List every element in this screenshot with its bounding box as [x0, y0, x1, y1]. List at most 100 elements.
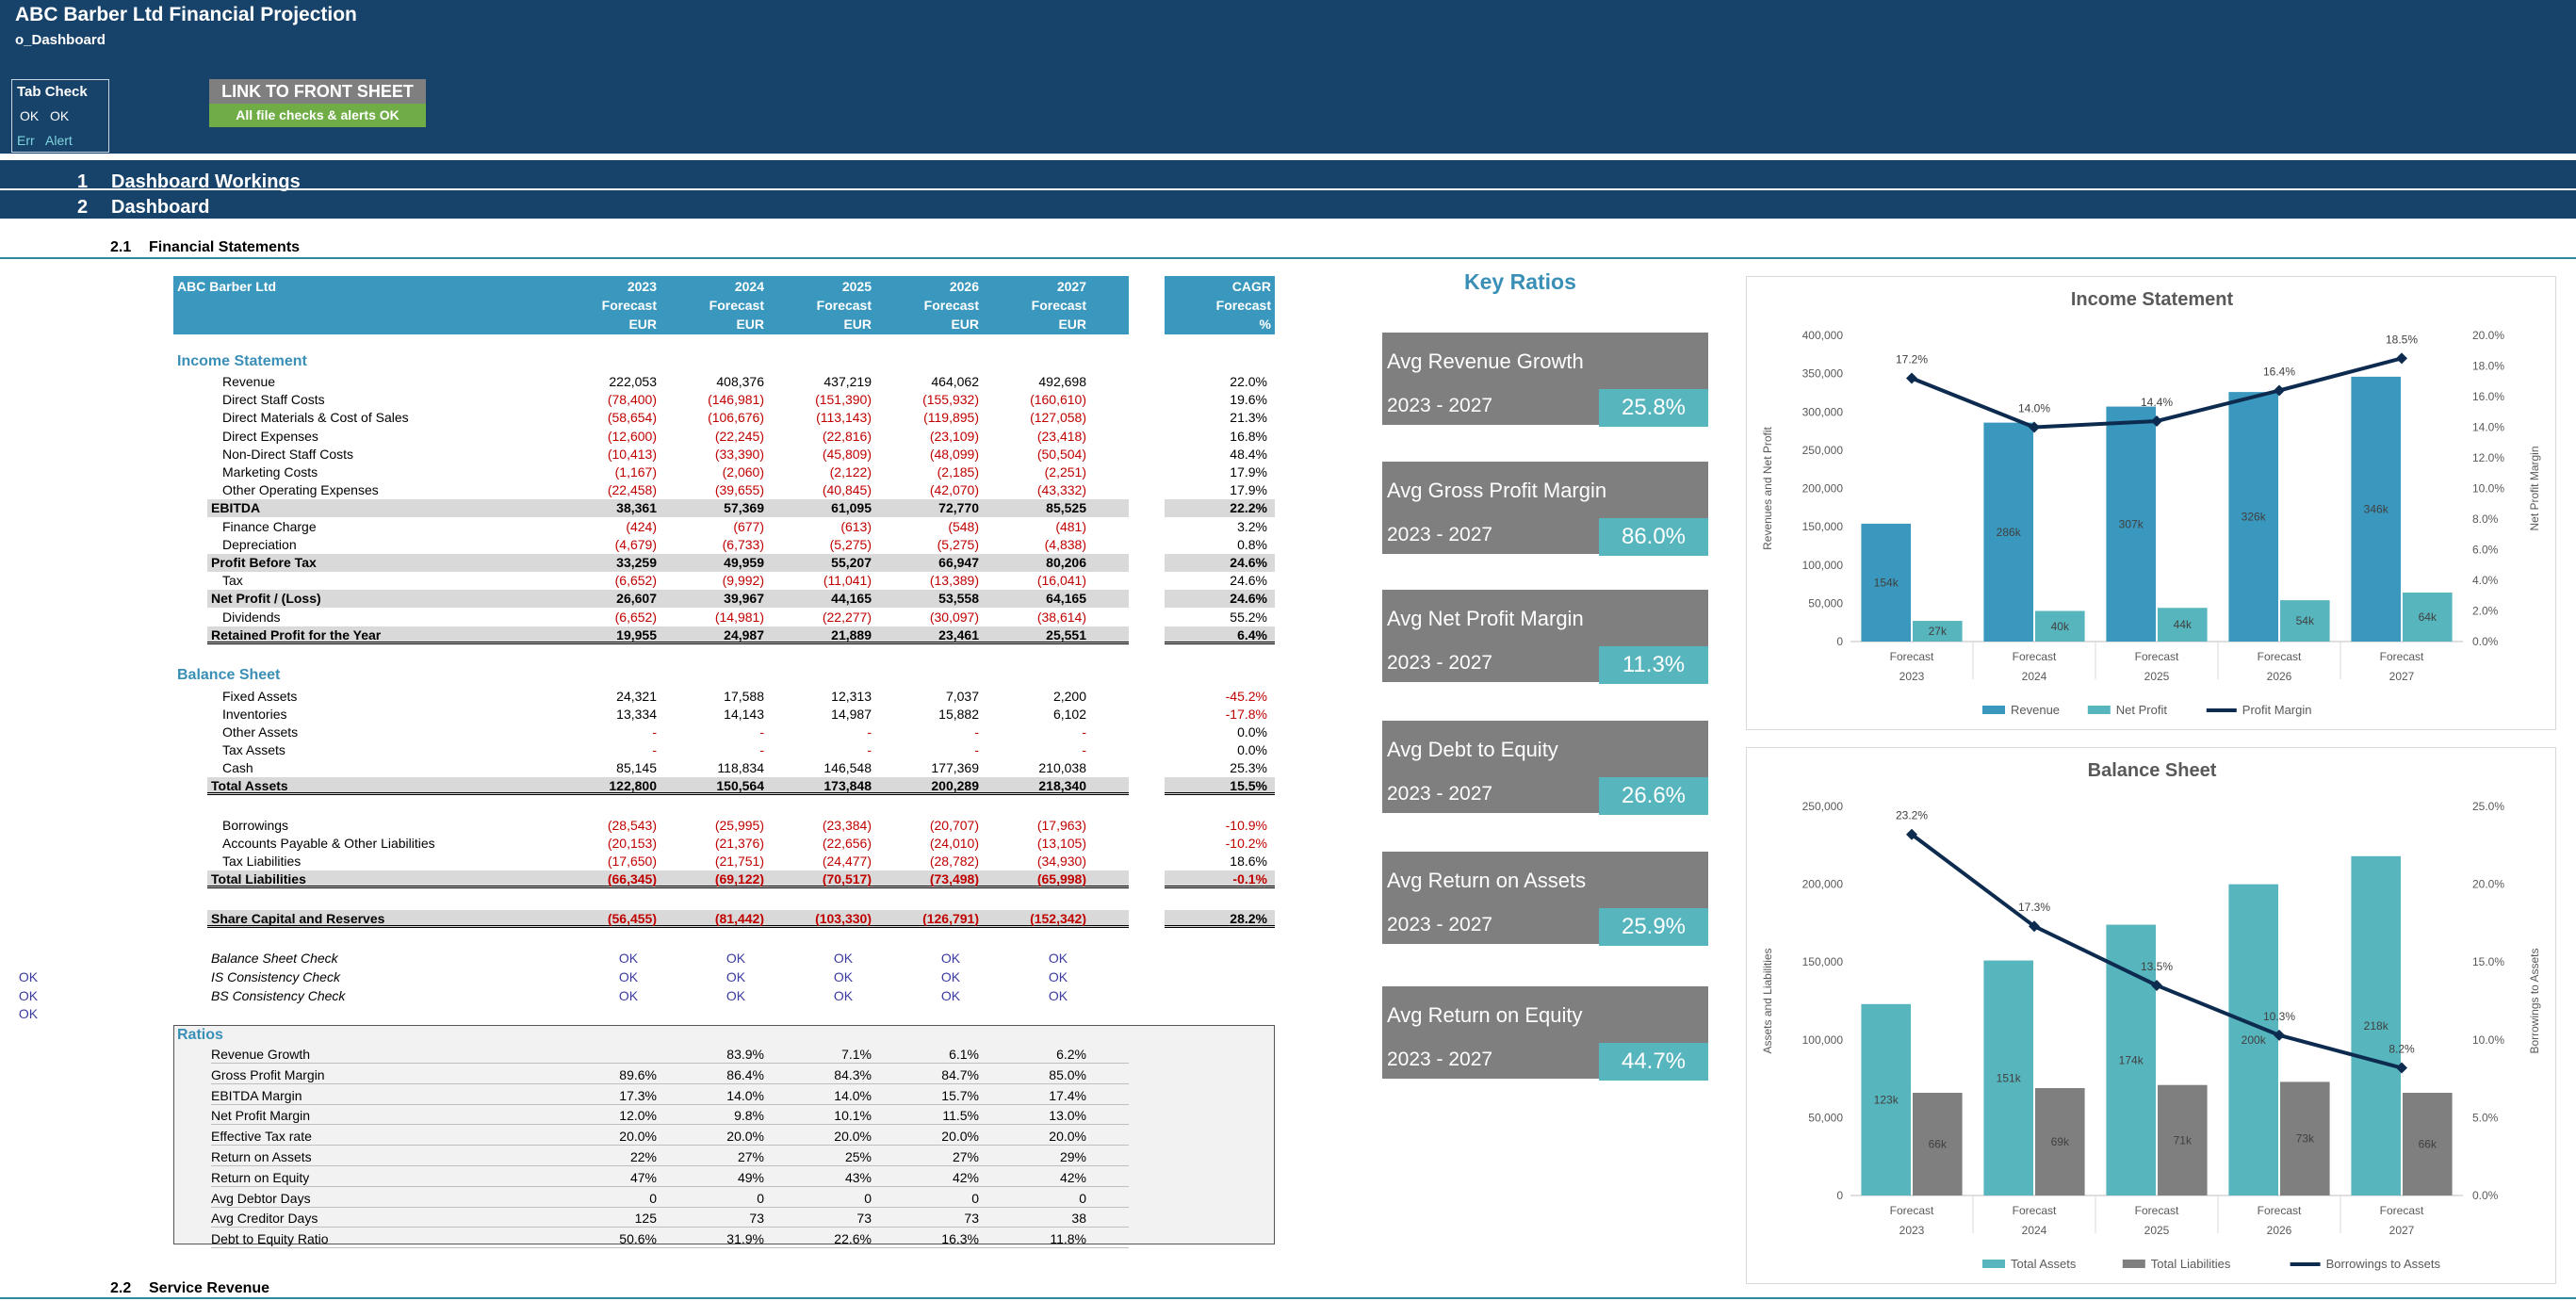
y2-tick-label: 6.0%	[2472, 544, 2499, 557]
key-ratio-period: 2023 - 2027	[1387, 652, 1493, 674]
subsection-2-1-title: Financial Statements	[149, 239, 301, 255]
key-ratio-period: 2023 - 2027	[1387, 914, 1493, 935]
cell-value: (160,610)	[1030, 392, 1086, 408]
currency-header: EUR	[736, 317, 764, 332]
bar-total-assets	[1983, 960, 2033, 1195]
x-tick-label: 2024	[2022, 670, 2047, 683]
cell-value: (70,517)	[822, 871, 872, 886]
check-flag: OK	[18, 988, 39, 1003]
key-ratio-period: 2023 - 2027	[1387, 395, 1493, 416]
ratio-separator	[211, 1103, 1129, 1105]
y2-axis-title: Borrowings to Assets	[2528, 948, 2541, 1053]
line-data-label: 23.2%	[1896, 809, 1928, 822]
check-ok: OK	[726, 951, 746, 966]
ratio-value: 49%	[737, 1169, 764, 1185]
x-tick-label: 2023	[1899, 670, 1925, 683]
cagr-value: -10.2%	[1225, 836, 1267, 851]
cagr-value: -0.1%	[1232, 871, 1267, 886]
x-tick-label: 2027	[2389, 670, 2415, 683]
cell-value: (2,122)	[829, 464, 872, 480]
cell-value: (30,097)	[929, 609, 979, 625]
check-ok: OK	[618, 951, 639, 966]
cell-value: (25,995)	[714, 818, 764, 833]
cell-value: -	[759, 724, 764, 740]
cell-value: (6,733)	[722, 536, 764, 552]
cell-value: (21,376)	[714, 836, 764, 851]
cell-value: 492,698	[1038, 374, 1086, 389]
ratios-panel	[173, 1025, 1275, 1244]
check-ok: OK	[726, 969, 746, 984]
bar-data-label: 69k	[2051, 1135, 2070, 1148]
line-data-label: 17.3%	[2018, 901, 2050, 914]
cagr-value: -10.9%	[1225, 818, 1267, 833]
y-tick-label: 400,000	[1802, 329, 1844, 342]
cell-value: (103,330)	[815, 911, 872, 926]
x-tick-sublabel: Forecast	[2380, 1204, 2424, 1217]
cell-value: (45,809)	[822, 446, 872, 462]
cell-value: 437,219	[823, 374, 872, 389]
cell-value: 57,369	[724, 500, 764, 516]
cell-value: 17,588	[724, 689, 764, 704]
link-to-front-sheet-button[interactable]: LINK TO FRONT SHEET	[209, 79, 426, 104]
ratio-value: 84.7%	[941, 1066, 979, 1082]
cell-value: 6,102	[1052, 707, 1086, 722]
tab-check-ok-1: OK	[20, 108, 40, 123]
row-label: Net Profit / (Loss)	[211, 591, 321, 607]
key-ratios-title: Key Ratios	[1464, 269, 1576, 294]
bar-data-label: 123k	[1874, 1093, 1899, 1106]
total-row-border	[1165, 870, 1275, 888]
tab-check-alert-label: Alert	[45, 133, 73, 148]
y2-axis-title: Net Profit Margin	[2528, 446, 2541, 530]
check-ok: OK	[1048, 951, 1068, 966]
ratio-value: 9.8%	[734, 1108, 764, 1124]
y-tick-label: 150,000	[1802, 520, 1844, 533]
x-tick-sublabel: Forecast	[2380, 650, 2424, 663]
top-banner	[0, 0, 2576, 154]
cell-value: (69,122)	[714, 871, 764, 886]
ratio-separator	[211, 1227, 1129, 1228]
ratio-value: 0	[649, 1190, 657, 1206]
line-point-marker	[2396, 352, 2407, 365]
line-data-label: 8.2%	[2389, 1043, 2415, 1056]
cell-value: 408,376	[716, 374, 764, 389]
row-label: Other Assets	[222, 724, 299, 740]
total-row-bg	[1165, 554, 1275, 572]
cell-value: (152,342)	[1030, 911, 1086, 926]
cell-value: (43,332)	[1036, 482, 1086, 498]
cell-value: 122,800	[609, 778, 657, 793]
row-label: Retained Profit for the Year	[211, 626, 382, 642]
row-label: Finance Charge	[222, 518, 317, 534]
cell-value: (17,963)	[1036, 818, 1086, 833]
ratio-value: 85.0%	[1049, 1066, 1086, 1082]
total-row-border	[207, 626, 1129, 644]
y2-tick-label: 20.0%	[2472, 329, 2504, 342]
section-1-title[interactable]: Dashboard Workings	[111, 171, 301, 192]
bar-data-label: 40k	[2051, 620, 2070, 633]
cell-value: (14,981)	[714, 609, 764, 625]
ratio-value: 7.1%	[841, 1047, 872, 1062]
check-ok: OK	[940, 988, 961, 1003]
ratio-label: Return on Assets	[211, 1149, 312, 1164]
subsection-2-2-number: 2.2	[110, 1280, 132, 1296]
cagr-value: 3.2%	[1237, 518, 1267, 534]
key-ratio-card: Avg Return on Equity 2023 - 2027 44.7%	[1382, 986, 1708, 1081]
ratio-value: 42%	[1059, 1169, 1086, 1185]
section-2-title[interactable]: Dashboard	[111, 197, 210, 218]
cell-value: -	[867, 742, 872, 757]
ratio-separator	[211, 1165, 1129, 1166]
section-2-number: 2	[77, 197, 89, 218]
line-point-marker	[2274, 384, 2285, 397]
ratio-value: 29%	[1059, 1149, 1086, 1164]
y2-tick-label: 2.0%	[2472, 605, 2499, 618]
y-tick-label: 250,000	[1802, 444, 1844, 457]
cell-value: (11,041)	[823, 573, 872, 589]
cagr-header: CAGR	[1231, 279, 1271, 294]
cell-value: (2,185)	[937, 464, 979, 480]
y2-tick-label: 10.0%	[2472, 482, 2504, 496]
cell-value: (66,345)	[607, 871, 657, 886]
ratio-value: 0	[864, 1190, 872, 1206]
check-ok: OK	[940, 951, 961, 966]
key-ratio-period: 2023 - 2027	[1387, 524, 1493, 545]
bar-net-profit	[2158, 608, 2208, 642]
key-ratio-period: 2023 - 2027	[1387, 1049, 1493, 1070]
